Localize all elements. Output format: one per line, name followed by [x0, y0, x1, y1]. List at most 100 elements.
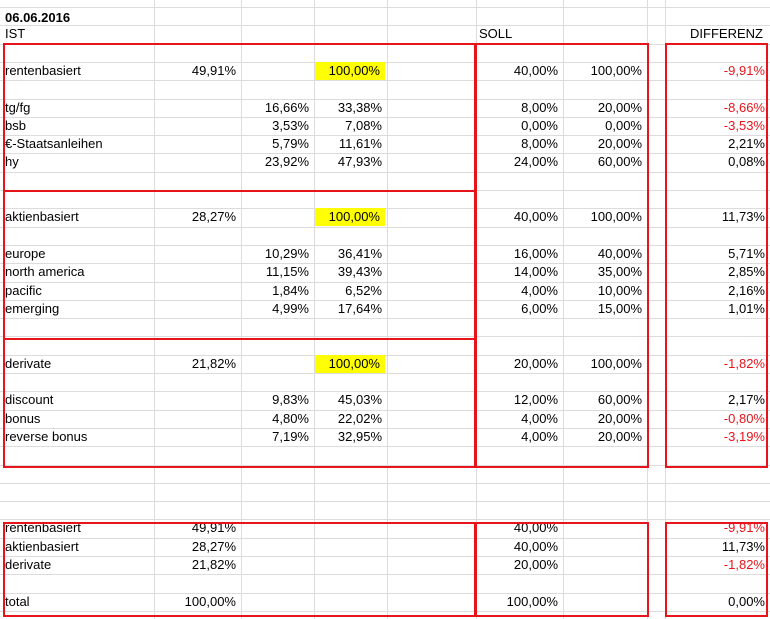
- value-cell-d[interactable]: 17,64%: [337, 301, 382, 316]
- row-label-cell[interactable]: tg/fg: [5, 100, 31, 115]
- value-cell-d[interactable]: 36,41%: [337, 246, 382, 261]
- value-cell-g[interactable]: 100,00%: [590, 356, 642, 371]
- soll-header-cell[interactable]: SOLL: [479, 26, 513, 41]
- value-cell-f[interactable]: 20,00%: [513, 356, 558, 371]
- value-cell-d[interactable]: 33,38%: [337, 100, 382, 115]
- value-cell-d[interactable]: 39,43%: [337, 264, 382, 279]
- value-cell-i[interactable]: -8,66%: [723, 100, 765, 115]
- date-cell[interactable]: 06.06.2016: [5, 10, 71, 25]
- value-cell-f[interactable]: 20,00%: [513, 557, 558, 572]
- value-cell-i[interactable]: 2,17%: [728, 392, 765, 407]
- value-cell-f[interactable]: 40,00%: [513, 209, 558, 224]
- value-cell-b[interactable]: 21,82%: [191, 557, 236, 572]
- value-cell-g[interactable]: 35,00%: [597, 264, 642, 279]
- value-cell-i[interactable]: 2,21%: [728, 136, 765, 151]
- value-cell-g[interactable]: 20,00%: [597, 100, 642, 115]
- value-cell-f[interactable]: 14,00%: [513, 264, 558, 279]
- value-cell-c[interactable]: 3,53%: [272, 118, 309, 133]
- value-cell-f[interactable]: 12,00%: [513, 392, 558, 407]
- value-cell-f[interactable]: 4,00%: [521, 429, 558, 444]
- value-cell-f[interactable]: 100,00%: [506, 594, 558, 609]
- row-label-cell[interactable]: emerging: [5, 301, 60, 316]
- row-label-cell[interactable]: discount: [5, 392, 54, 407]
- value-cell-d[interactable]: 7,08%: [345, 118, 382, 133]
- value-cell-g[interactable]: 0,00%: [605, 118, 642, 133]
- value-cell-d[interactable]: 32,95%: [337, 429, 382, 444]
- value-cell-g[interactable]: 60,00%: [597, 392, 642, 407]
- row-label-cell[interactable]: north america: [5, 264, 85, 279]
- value-cell-c[interactable]: 11,15%: [265, 264, 309, 279]
- value-cell-f[interactable]: 24,00%: [513, 154, 558, 169]
- value-cell-i[interactable]: -1,82%: [723, 356, 765, 371]
- value-cell-g[interactable]: 100,00%: [590, 63, 642, 78]
- row-label-cell[interactable]: rentenbasiert: [5, 520, 81, 535]
- row-label-cell[interactable]: europe: [5, 246, 46, 261]
- value-cell-d[interactable]: 100,00%: [315, 62, 385, 80]
- row-label-cell[interactable]: pacific: [5, 283, 42, 298]
- row-label-cell[interactable]: total: [5, 594, 30, 609]
- value-cell-g[interactable]: 40,00%: [597, 246, 642, 261]
- row-label-cell[interactable]: aktienbasiert: [5, 539, 79, 554]
- value-cell-i[interactable]: 5,71%: [728, 246, 765, 261]
- value-cell-f[interactable]: 40,00%: [513, 539, 558, 554]
- value-cell-f[interactable]: 40,00%: [513, 520, 558, 535]
- value-cell-d[interactable]: 22,02%: [337, 411, 382, 426]
- ist-header-cell[interactable]: IST: [5, 26, 26, 41]
- value-cell-b[interactable]: 100,00%: [184, 594, 236, 609]
- value-cell-f[interactable]: 4,00%: [521, 283, 558, 298]
- value-cell-g[interactable]: 10,00%: [597, 283, 642, 298]
- value-cell-g[interactable]: 20,00%: [597, 411, 642, 426]
- value-cell-f[interactable]: 8,00%: [521, 136, 558, 151]
- value-cell-i[interactable]: 2,85%: [728, 264, 765, 279]
- value-cell-g[interactable]: 20,00%: [597, 429, 642, 444]
- value-cell-i[interactable]: -3,53%: [723, 118, 765, 133]
- value-cell-g[interactable]: 60,00%: [597, 154, 642, 169]
- row-label-cell[interactable]: derivate: [5, 557, 52, 572]
- row-label-cell[interactable]: derivate: [5, 356, 52, 371]
- value-cell-c[interactable]: 7,19%: [272, 429, 309, 444]
- value-cell-i[interactable]: -9,91%: [723, 63, 765, 78]
- value-cell-c[interactable]: 23,92%: [264, 154, 309, 169]
- value-cell-b[interactable]: 28,27%: [191, 209, 236, 224]
- value-cell-f[interactable]: 4,00%: [521, 411, 558, 426]
- value-cell-b[interactable]: 28,27%: [191, 539, 236, 554]
- value-cell-i[interactable]: 1,01%: [728, 301, 765, 316]
- value-cell-g[interactable]: 100,00%: [590, 209, 642, 224]
- value-cell-i[interactable]: 0,08%: [728, 154, 765, 169]
- row-label-cell[interactable]: aktienbasiert: [5, 209, 79, 224]
- value-cell-d[interactable]: 100,00%: [315, 208, 385, 226]
- value-cell-i[interactable]: 11,73%: [721, 539, 765, 554]
- value-cell-i[interactable]: -3,19%: [723, 429, 765, 444]
- value-cell-g[interactable]: 15,00%: [597, 301, 642, 316]
- value-cell-c[interactable]: 16,66%: [264, 100, 309, 115]
- value-cell-i[interactable]: -9,91%: [723, 520, 765, 535]
- value-cell-b[interactable]: 49,91%: [191, 63, 236, 78]
- value-cell-i[interactable]: -0,80%: [723, 411, 765, 426]
- value-cell-d[interactable]: 6,52%: [345, 283, 382, 298]
- value-cell-c[interactable]: 5,79%: [272, 136, 309, 151]
- value-cell-b[interactable]: 49,91%: [191, 520, 236, 535]
- value-cell-f[interactable]: 16,00%: [513, 246, 558, 261]
- value-cell-f[interactable]: 0,00%: [521, 118, 558, 133]
- value-cell-f[interactable]: 40,00%: [513, 63, 558, 78]
- value-cell-c[interactable]: 1,84%: [272, 283, 309, 298]
- value-cell-d[interactable]: 11,61%: [338, 136, 382, 151]
- row-label-cell[interactable]: bonus: [5, 411, 41, 426]
- value-cell-d[interactable]: 45,03%: [337, 392, 382, 407]
- value-cell-d[interactable]: 100,00%: [315, 355, 385, 373]
- value-cell-d[interactable]: 47,93%: [337, 154, 382, 169]
- value-cell-i[interactable]: 2,16%: [728, 283, 765, 298]
- value-cell-f[interactable]: 6,00%: [521, 301, 558, 316]
- row-label-cell[interactable]: rentenbasiert: [5, 63, 81, 78]
- value-cell-i[interactable]: 11,73%: [721, 209, 765, 224]
- row-label-cell[interactable]: hy: [5, 154, 19, 169]
- row-label-cell[interactable]: bsb: [5, 118, 26, 133]
- value-cell-i[interactable]: -1,82%: [723, 557, 765, 572]
- value-cell-i[interactable]: 0,00%: [728, 594, 765, 609]
- value-cell-c[interactable]: 4,99%: [272, 301, 309, 316]
- value-cell-f[interactable]: 8,00%: [521, 100, 558, 115]
- value-cell-c[interactable]: 9,83%: [272, 392, 309, 407]
- value-cell-g[interactable]: 20,00%: [597, 136, 642, 151]
- differenz-header-cell[interactable]: DIFFERENZ: [690, 26, 763, 41]
